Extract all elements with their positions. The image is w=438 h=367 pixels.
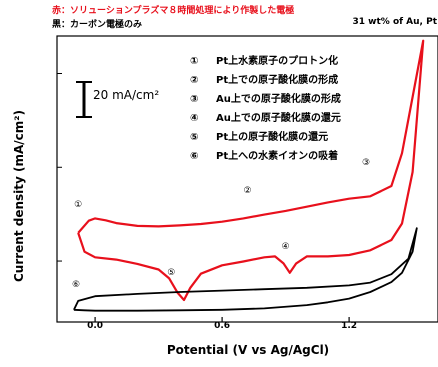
legend-number: ③ <box>190 94 199 105</box>
curve-annotation: ④ <box>281 241 290 252</box>
scale-bar-label: 20 mA/cm² <box>93 88 160 102</box>
legend-item: ⑥ Pt上への水素イオンの吸着 <box>190 147 341 166</box>
black-curve-note: 黒：カーボン電極のみ <box>52 20 143 30</box>
y-axis-label: Current density (mA/cm²) <box>12 109 26 283</box>
legend: ① Pt上水素原子のプロトン化 ② Pt上での原子酸化膜の形成 ③ Au上での原子酸化… <box>190 52 341 166</box>
curve-annotation: ⑥ <box>72 280 81 291</box>
legend-text: Pt上の原子酸化膜の還元 <box>216 132 329 143</box>
plot-frame <box>56 35 438 323</box>
legend-item: ① Pt上水素原子のプロトン化 <box>190 52 341 71</box>
legend-number: ① <box>190 56 199 67</box>
legend-item: ② Pt上での原子酸化膜の形成 <box>190 71 341 90</box>
curve-annotation: ⑤ <box>167 267 176 278</box>
curve-annotation: ② <box>243 185 252 196</box>
red-cv-curve <box>77 39 425 302</box>
legend-text: Au上での原子酸化膜の還元 <box>216 113 341 124</box>
x-tick-label: 0.6 <box>214 321 231 331</box>
scale-bar <box>76 81 92 118</box>
sample-composition: 31 wt% of Au, Pt <box>352 17 437 27</box>
red-curve-note: 赤：ソリューションプラズマ８時間処理により作製した電極 <box>52 6 295 16</box>
legend-number: ⑥ <box>190 151 199 162</box>
legend-number: ② <box>190 75 199 86</box>
black-cv-curve <box>73 227 418 312</box>
x-tick-label: 1.2 <box>341 321 358 331</box>
curve-annotation: ③ <box>361 157 371 168</box>
legend-text: Pt上への水素イオンの吸着 <box>216 151 339 162</box>
legend-text: Au上での原子酸化膜の形成 <box>216 94 341 105</box>
curve-annotation: ① <box>74 199 83 210</box>
legend-number: ⑤ <box>190 132 199 143</box>
legend-text: Pt上水素原子のプロトン化 <box>216 56 339 67</box>
x-axis-label: Potential (V vs Ag/AgCl) <box>166 343 330 357</box>
legend-item: ③ Au上での原子酸化膜の形成 <box>190 90 341 109</box>
x-tick-label: 0.0 <box>87 321 104 331</box>
legend-number: ④ <box>190 113 199 124</box>
legend-item: ⑤ Pt上の原子酸化膜の還元 <box>190 128 341 147</box>
legend-item: ④ Au上での原子酸化膜の還元 <box>190 109 341 128</box>
legend-text: Pt上での原子酸化膜の形成 <box>216 75 339 86</box>
